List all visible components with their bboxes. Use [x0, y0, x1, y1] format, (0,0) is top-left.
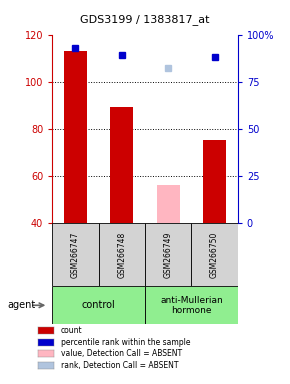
Bar	[203, 141, 226, 223]
Text: control: control	[82, 300, 115, 310]
Text: agent: agent	[7, 300, 35, 310]
FancyBboxPatch shape	[145, 223, 191, 286]
Text: GSM266748: GSM266748	[117, 231, 126, 278]
Text: rank, Detection Call = ABSENT: rank, Detection Call = ABSENT	[61, 361, 178, 370]
Bar	[64, 51, 87, 223]
Text: GSM266747: GSM266747	[71, 231, 80, 278]
FancyBboxPatch shape	[52, 223, 99, 286]
Text: value, Detection Call = ABSENT: value, Detection Call = ABSENT	[61, 349, 182, 358]
FancyBboxPatch shape	[52, 286, 145, 324]
Text: GDS3199 / 1383817_at: GDS3199 / 1383817_at	[80, 14, 210, 25]
Bar	[110, 108, 133, 223]
Text: anti-Mullerian
hormone: anti-Mullerian hormone	[160, 296, 223, 315]
Text: percentile rank within the sample: percentile rank within the sample	[61, 338, 191, 347]
Text: count: count	[61, 326, 83, 335]
FancyBboxPatch shape	[145, 286, 238, 324]
FancyBboxPatch shape	[99, 223, 145, 286]
Text: GSM266749: GSM266749	[164, 231, 173, 278]
Text: GSM266750: GSM266750	[210, 231, 219, 278]
Bar	[157, 185, 180, 223]
FancyBboxPatch shape	[191, 223, 238, 286]
